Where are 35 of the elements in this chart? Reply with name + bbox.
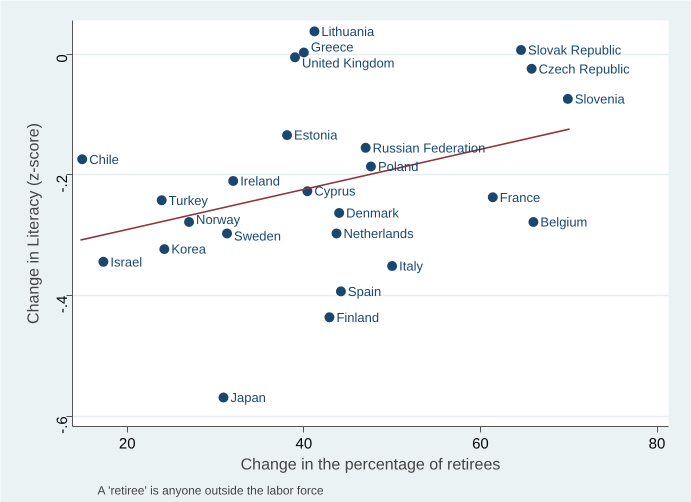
x-tick-label: 80 [648,436,666,452]
annotation: Sweden [234,228,282,244]
annotation: Italy [399,258,424,274]
annotation: Belgium [540,214,588,230]
x-tick-label: 40 [295,436,312,452]
annotation: Denmark [346,205,400,220]
y-tick-label: 0 [54,54,71,63]
annotation: Japan [230,390,266,406]
annotation: France [500,190,540,205]
x-tick-label: 60 [472,436,489,452]
annotation: Finland [336,310,380,325]
annotation: Turkey [168,192,208,208]
y-axis-title: Change in Literacy (z-score) [26,123,42,324]
annotation: Greece [310,39,354,54]
annotation: Ireland [240,173,280,188]
annotation: United Kingdom [302,55,395,70]
annotation: Chile [89,152,119,167]
annotation: Korea [171,242,207,257]
annotation: Slovak Republic [528,42,622,58]
annotation: Slovenia [574,91,626,106]
y-tick-label: -.2 [54,174,71,192]
annotation: Spain [348,284,382,299]
annotation: Lithuania [321,24,375,39]
y-tick-label: -.4 [54,296,71,314]
text: A 'retiree' is anyone outside the labor force [98,484,324,498]
annotation: Estonia [294,128,338,143]
annotation: Russian Federation [372,140,486,156]
annotation: Czech Republic [538,61,630,76]
x-tick-label: 20 [118,436,136,452]
annotation: Norway [196,212,241,227]
y-tick-label: -.6 [54,416,71,434]
annotation: Cyprus [314,184,356,199]
annotation: Israel [110,254,142,270]
annotation: Netherlands [344,226,414,241]
x-axis-title: Change in the percentage of retirees [240,456,500,474]
